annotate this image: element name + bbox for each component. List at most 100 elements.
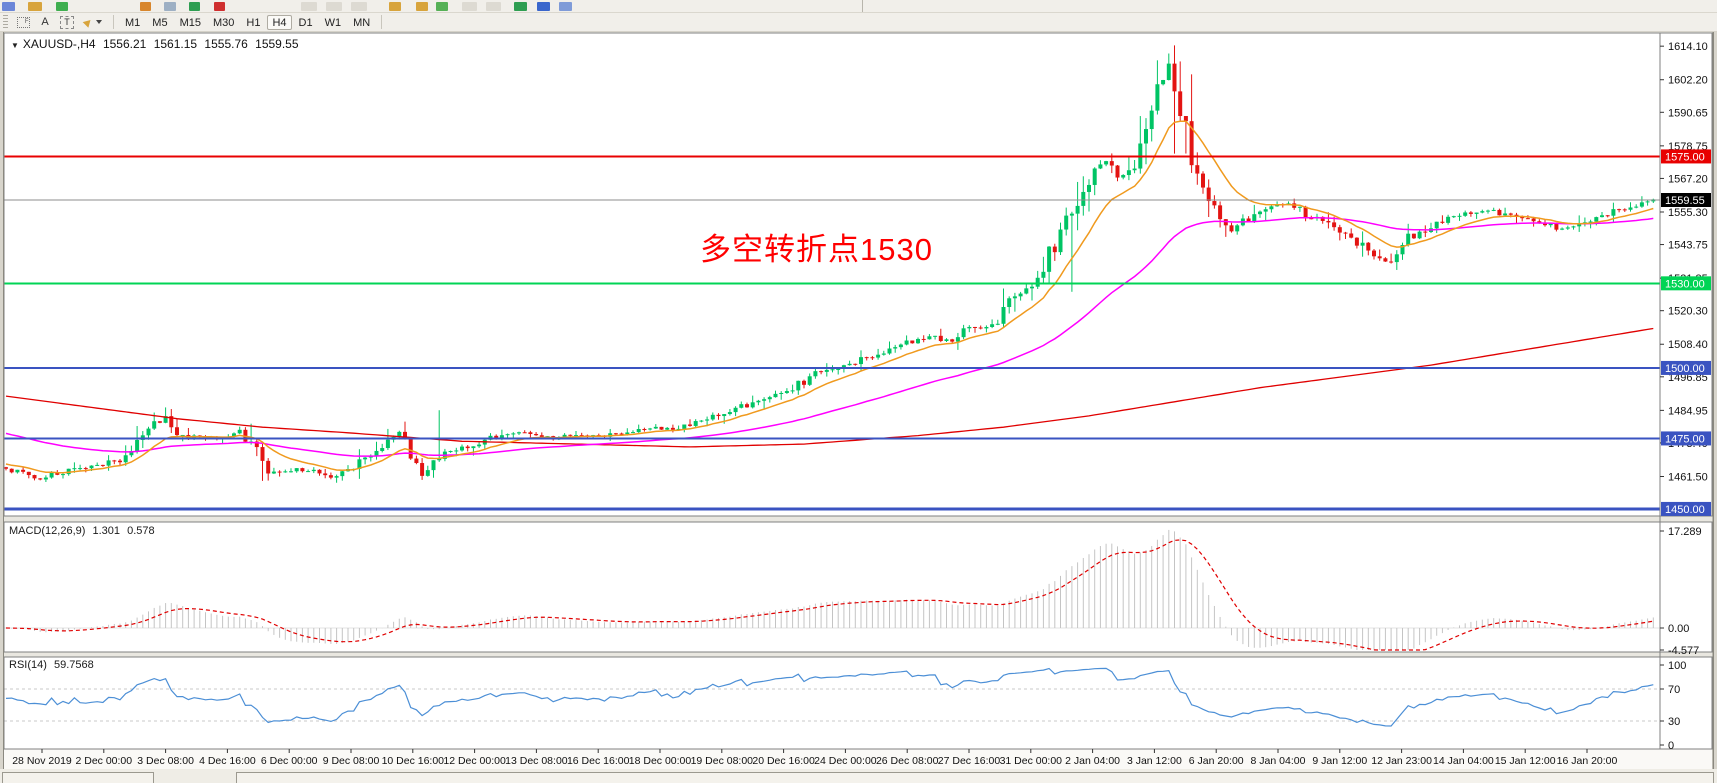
toolbar-icon-sliver[interactable] (214, 2, 225, 11)
toolbar-icon-sliver[interactable] (389, 2, 401, 11)
candle-body (1520, 216, 1525, 219)
toolbar-icon-sliver[interactable] (2, 2, 15, 11)
price-badge-1450.00[interactable]: 1450.00 (1661, 501, 1711, 516)
timeframe-button-m15[interactable]: M15 (175, 15, 206, 30)
toolbar-icon-sliver[interactable] (559, 2, 572, 11)
price-badge-1530.00[interactable]: 1530.00 (1661, 276, 1711, 291)
candle-body (61, 474, 65, 476)
candle-body (1389, 261, 1394, 263)
candle-body (180, 434, 185, 436)
candle-body (665, 427, 670, 430)
annotation-text[interactable]: 多空转折点1530 (700, 232, 933, 267)
toolbar-icon-sliver[interactable] (28, 2, 42, 11)
candle-body (916, 338, 920, 344)
toolbar-icon-sliver[interactable] (416, 2, 428, 11)
text-button[interactable]: T (56, 14, 78, 30)
candle-body (750, 402, 755, 408)
price-badge-1559.55[interactable]: 1559.55 (1661, 193, 1711, 207)
candle-body (705, 419, 710, 421)
toolbar-icon-sliver[interactable] (140, 2, 151, 11)
price-badge-1575.00[interactable]: 1575.00 (1661, 149, 1711, 164)
rsi-scale-label: 0 (1668, 740, 1674, 752)
price-badge-1475.00[interactable]: 1475.00 (1661, 431, 1711, 446)
toolbar-icon-sliver[interactable] (164, 2, 176, 11)
candle-body (745, 404, 749, 408)
candle-body (123, 455, 128, 463)
candle-body (1297, 206, 1302, 208)
candle-body (528, 432, 533, 434)
candle-body (1628, 207, 1633, 210)
candle-body (1183, 116, 1188, 122)
candle-body (1417, 231, 1422, 239)
toolbar-icon-sliver[interactable] (486, 2, 501, 11)
toolbar-icon-sliver[interactable] (462, 2, 477, 11)
candle-body (163, 416, 168, 423)
toolbar-icon-sliver[interactable] (537, 2, 550, 11)
pane-splitter[interactable] (1, 515, 1714, 523)
rsi-line (5, 667, 1654, 727)
toolbar-icon-sliver[interactable] (514, 2, 527, 11)
timeframe-button-w1[interactable]: W1 (320, 15, 347, 30)
timeframe-button-m30[interactable]: M30 (208, 15, 239, 30)
timeframe-button-m5[interactable]: M5 (147, 15, 172, 30)
timeframe-button-m1[interactable]: M1 (120, 15, 145, 30)
candle-body (277, 471, 282, 473)
arrows-dropdown-button[interactable] (78, 14, 108, 30)
candle-body (910, 340, 915, 344)
candle-body (9, 468, 14, 473)
candle-body (722, 414, 727, 417)
candle-body (1246, 218, 1251, 222)
fast-ma-line (5, 120, 1654, 474)
candle-body (784, 391, 789, 393)
price-badge-box (1661, 149, 1711, 164)
candle-body (539, 435, 544, 438)
candle-body (562, 434, 567, 438)
timeframe-button-h4[interactable]: H4 (267, 14, 292, 30)
candle-body (613, 433, 618, 435)
candle-body (271, 471, 276, 474)
candle-body (682, 424, 687, 429)
candle-body (157, 421, 162, 423)
chart-dropdown-icon[interactable]: ▼ (11, 41, 19, 50)
date-tick-label: 26 Dec 08:00 (876, 755, 939, 767)
candle-body (283, 471, 288, 473)
toolbar-icon-sliver[interactable] (189, 2, 200, 11)
toolbar-icon-sliver[interactable] (351, 2, 367, 11)
candle-body (716, 414, 721, 417)
candle-body (990, 324, 995, 327)
candle-body (967, 326, 972, 329)
timeframe-button-mn[interactable]: MN (348, 15, 375, 30)
toolbar-icon-sliver[interactable] (301, 2, 317, 11)
timeframe-button-d1[interactable]: D1 (294, 15, 318, 30)
timeframe-button-h1[interactable]: H1 (241, 15, 265, 30)
macd-pane (4, 522, 1712, 652)
candle-body (1098, 164, 1103, 169)
date-axis: 28 Nov 2019 2 Dec 00:00 3 Dec 08:00 4 Dec 1… (12, 749, 1618, 767)
candle-body (921, 338, 926, 340)
toolbar-icon-sliver[interactable] (436, 2, 448, 11)
candle-body (1126, 170, 1131, 176)
toolbar-icon-sliver[interactable] (56, 2, 68, 11)
candle-body (1554, 223, 1559, 230)
candle-body (1121, 175, 1126, 178)
price-badge-1500.00[interactable]: 1500.00 (1661, 360, 1711, 375)
toolbar-icon-sliver[interactable] (326, 2, 342, 11)
candle-body (1058, 229, 1063, 253)
pane-splitter[interactable] (1, 651, 1714, 658)
candle-body (129, 451, 134, 456)
candle-body (169, 416, 174, 428)
toolbar-panel-edge (862, 0, 863, 12)
price-tick-label: 1614.10 (1668, 41, 1708, 53)
text-label-button[interactable]: A (34, 14, 56, 30)
date-tick-label: 15 Jan 12:00 (1495, 755, 1556, 767)
text-icon: T (60, 15, 74, 29)
candle-body (1109, 161, 1114, 166)
fibonacci-grid-button[interactable]: F (12, 14, 34, 30)
date-tick-label: 3 Jan 12:00 (1127, 755, 1182, 767)
candle-body (260, 447, 265, 461)
candle-body (1201, 173, 1205, 188)
candle-body (1383, 258, 1388, 262)
fibo-grid-icon: F (16, 16, 30, 28)
candle-body (368, 456, 373, 458)
toolbar-drag-handle[interactable] (3, 15, 8, 29)
